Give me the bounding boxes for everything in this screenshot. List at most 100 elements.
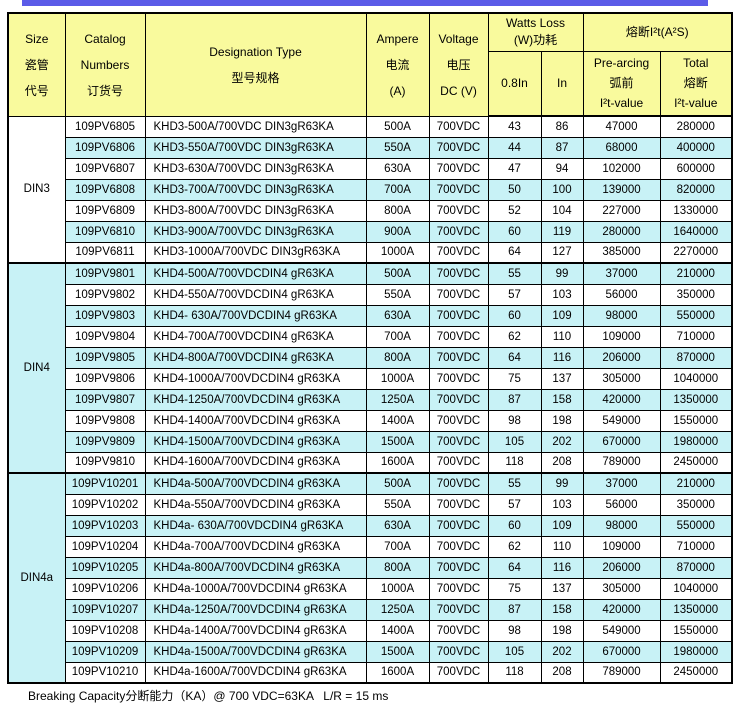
win-cell: 100: [540, 178, 584, 201]
voltage-cell: 700VDC: [428, 598, 489, 621]
voltage-cell: 700VDC: [428, 136, 489, 159]
ampere-cell: 500A: [365, 262, 430, 285]
ampere-cell: 900A: [365, 220, 430, 243]
catalog-cell: 109PV9808: [64, 409, 146, 432]
win-cell: 137: [540, 367, 584, 390]
w08-cell: 64: [487, 556, 542, 579]
prearcing-cell: 549000: [582, 409, 661, 432]
ampere-cell: 700A: [365, 535, 430, 558]
w08-cell: 105: [487, 430, 542, 453]
win-cell: 208: [540, 661, 584, 684]
catalog-cell: 109PV6810: [64, 220, 146, 243]
header-size: Size 瓷管 代号: [7, 12, 66, 117]
prearcing-cell: 98000: [582, 514, 661, 537]
w08-cell: 57: [487, 493, 542, 516]
size-group-cell: DIN4a: [7, 472, 66, 684]
prearcing-cell: 102000: [582, 157, 661, 180]
win-cell: 103: [540, 283, 584, 306]
win-cell: 202: [540, 640, 584, 663]
table-row: 109PV10208 KHD4a-1400A/700VDCDIN4 gR63KA 1…: [8, 619, 733, 642]
w08-cell: 47: [487, 157, 542, 180]
w08-cell: 52: [487, 199, 542, 222]
win-cell: 94: [540, 157, 584, 180]
voltage-cell: 700VDC: [428, 220, 489, 243]
table-header: Size 瓷管 代号 Catalog Numbers 订货号 Designati…: [7, 12, 733, 117]
designation-cell: KHD4-550A/700VDCDIN4 gR63KA: [144, 283, 367, 306]
prearcing-cell: 789000: [582, 661, 661, 684]
w08-cell: 64: [487, 241, 542, 264]
prearcing-cell: 68000: [582, 136, 661, 159]
voltage-cell: 700VDC: [428, 304, 489, 327]
table-row: 109PV9806 KHD4-1000A/700VDCDIN4 gR63KA 100…: [8, 367, 733, 390]
total-cell: 400000: [659, 136, 733, 159]
catalog-cell: 109PV9805: [64, 346, 146, 369]
table-row: 109PV10206 KHD4a-1000A/700VDCDIN4 gR63KA 1…: [8, 577, 733, 600]
table-row: 109PV9810 KHD4-1600A/700VDCDIN4 gR63KA 160…: [8, 451, 733, 474]
designation-cell: KHD4a-1600A/700VDCDIN4 gR63KA: [144, 661, 367, 684]
w08-cell: 55: [487, 262, 542, 285]
w08-cell: 64: [487, 346, 542, 369]
win-cell: 99: [540, 472, 584, 495]
catalog-cell: 109PV9802: [64, 283, 146, 306]
w08-cell: 50: [487, 178, 542, 201]
designation-cell: KHD4- 630A/700VDCDIN4 gR63KA: [144, 304, 367, 327]
table-row: 109PV6810 KHD3-900A/700VDC DIN3gR63KA 900A…: [8, 220, 733, 243]
w08-cell: 62: [487, 535, 542, 558]
designation-cell: KHD4a- 630A/700VDCDIN4 gR63KA: [144, 514, 367, 537]
voltage-cell: 700VDC: [428, 199, 489, 222]
header-i2t-group: 熔断I²t(A²S): [582, 12, 733, 52]
ampere-cell: 800A: [365, 556, 430, 579]
ampere-cell: 800A: [365, 346, 430, 369]
table-row: DIN3 109PV6805 KHD3-500A/700VDC DIN3gR63KA…: [7, 115, 733, 264]
win-cell: 198: [540, 619, 584, 642]
total-cell: 210000: [659, 262, 733, 285]
catalog-cell: 109PV10206: [64, 577, 146, 600]
voltage-cell: 700VDC: [428, 409, 489, 432]
table-row: 109PV6811 KHD3-1000A/700VDC DIN3gR63KA 100…: [8, 241, 733, 264]
voltage-cell: 700VDC: [428, 661, 489, 684]
prearcing-cell: 420000: [582, 388, 661, 411]
voltage-cell: 700VDC: [428, 346, 489, 369]
catalog-cell: 109PV6809: [64, 199, 146, 222]
designation-cell: KHD4a-1250A/700VDCDIN4 gR63KA: [144, 598, 367, 621]
catalog-cell: 109PV6806: [64, 136, 146, 159]
designation-cell: KHD4a-700A/700VDCDIN4 gR63KA: [144, 535, 367, 558]
catalog-cell: 109PV9809: [64, 430, 146, 453]
prearcing-cell: 206000: [582, 346, 661, 369]
designation-cell: KHD3-630A/700VDC DIN3gR63KA: [144, 157, 367, 180]
win-cell: 116: [540, 346, 584, 369]
table-row: 109PV9802 KHD4-550A/700VDCDIN4 gR63KA 550A…: [8, 283, 733, 306]
size-group-cell: DIN4: [7, 262, 66, 474]
win-cell: 119: [540, 220, 584, 243]
header-designation-type: Designation Type 型号规格: [144, 12, 367, 117]
w08-cell: 57: [487, 283, 542, 306]
table-row: DIN4a 109PV10201 KHD4a-500A/700VDCDIN4 gR6…: [7, 472, 733, 684]
catalog-cell: 109PV9804: [64, 325, 146, 348]
ampere-cell: 1600A: [365, 661, 430, 684]
w08-cell: 43: [487, 115, 542, 138]
designation-cell: KHD4-1600A/700VDCDIN4 gR63KA: [144, 451, 367, 474]
voltage-cell: 700VDC: [428, 640, 489, 663]
w08-cell: 98: [487, 409, 542, 432]
ampere-cell: 500A: [365, 472, 430, 495]
table-row: 109PV6807 KHD3-630A/700VDC DIN3gR63KA 630A…: [8, 157, 733, 180]
total-cell: 2450000: [659, 661, 733, 684]
total-cell: 1330000: [659, 199, 733, 222]
ampere-cell: 550A: [365, 493, 430, 516]
total-cell: 280000: [659, 115, 733, 138]
header-0.8in: 0.8In: [487, 50, 542, 117]
ampere-cell: 630A: [365, 157, 430, 180]
table-row: 109PV9809 KHD4-1500A/700VDCDIN4 gR63KA 150…: [8, 430, 733, 453]
voltage-cell: 700VDC: [428, 556, 489, 579]
header-catalog-numbers: Catalog Numbers 订货号: [64, 12, 146, 117]
ampere-cell: 800A: [365, 199, 430, 222]
voltage-cell: 700VDC: [428, 241, 489, 264]
total-cell: 1550000: [659, 619, 733, 642]
catalog-cell: 109PV9803: [64, 304, 146, 327]
designation-cell: KHD4a-550A/700VDCDIN4 gR63KA: [144, 493, 367, 516]
table-row: 109PV10203 KHD4a- 630A/700VDCDIN4 gR63KA 6…: [8, 514, 733, 537]
designation-cell: KHD3-550A/700VDC DIN3gR63KA: [144, 136, 367, 159]
w08-cell: 60: [487, 304, 542, 327]
voltage-cell: 700VDC: [428, 325, 489, 348]
voltage-cell: 700VDC: [428, 577, 489, 600]
